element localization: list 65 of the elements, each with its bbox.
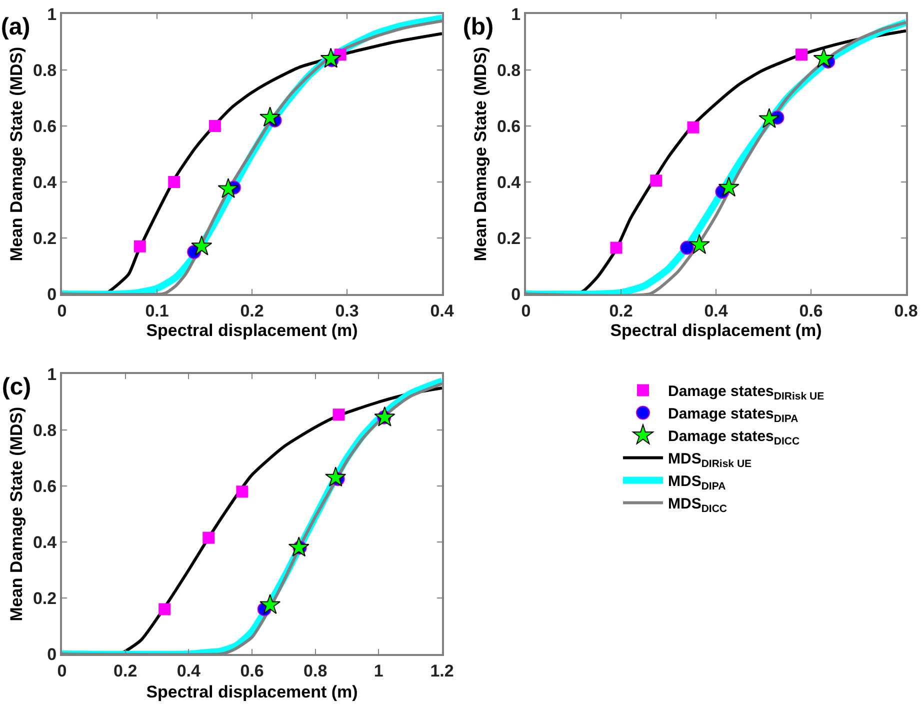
x-tick-label: 1.2	[430, 661, 454, 680]
point	[650, 174, 662, 187]
x-tick-label: 0.8	[894, 301, 918, 320]
y-axis-title: Mean Damage State (MDS)	[7, 406, 26, 622]
chart-title: (c)	[2, 373, 32, 400]
y-tick-label: 0.6	[32, 476, 57, 496]
point	[374, 406, 396, 426]
point	[260, 594, 281, 614]
y-tick-label: 0	[511, 284, 521, 304]
y-tick-label: 0.6	[496, 116, 521, 136]
chart-title: (a)	[0, 13, 30, 40]
point	[191, 235, 212, 256]
x-tick-label: 0.2	[609, 301, 633, 320]
point	[332, 408, 345, 421]
point	[758, 108, 780, 128]
x-tick-label: 1	[374, 661, 384, 680]
chart-title: (b)	[462, 13, 494, 40]
y-tick-label: 0.8	[496, 60, 521, 80]
y-tick-label: 1	[47, 364, 57, 384]
point	[208, 120, 221, 132]
point	[236, 486, 248, 498]
x-tick-label: 0.4	[704, 301, 728, 320]
point	[218, 178, 239, 198]
x-axis-title: Spectral displacement (m)	[146, 321, 358, 340]
y-axis-title: Mean Damage State (MDS)	[7, 46, 26, 262]
x-tick-label: 0.4	[176, 661, 202, 680]
point	[325, 466, 346, 487]
x-tick-label: 0.2	[114, 661, 138, 680]
point	[202, 532, 215, 544]
y-tick-label: 0.8	[32, 420, 57, 440]
point	[680, 240, 694, 255]
x-tick-label: 0.6	[240, 661, 264, 680]
x-axis-title: Spectral displacement (m)	[146, 682, 358, 702]
x-tick-label: 0.6	[799, 301, 823, 320]
y-tick-label: 0	[47, 284, 57, 304]
point	[288, 536, 310, 557]
point	[320, 48, 342, 68]
point	[718, 176, 740, 197]
point	[687, 121, 700, 134]
y-tick-label: 0	[47, 644, 57, 664]
y-tick-label: 0.2	[496, 228, 521, 248]
y-tick-label: 0.4	[32, 532, 58, 552]
y-tick-label: 0.2	[32, 588, 57, 608]
y-tick-label: 0.6	[32, 116, 57, 136]
y-axis-title: Mean Damage State (MDS)	[471, 46, 490, 262]
x-tick-label: 0.8	[304, 661, 328, 680]
point	[610, 242, 622, 254]
x-axis-title: Spectral displacement (m)	[610, 321, 822, 340]
x-tick-label: 0.2	[240, 301, 264, 320]
x-tick-label: 0.1	[145, 301, 169, 320]
y-tick-label: 0.8	[32, 60, 57, 80]
y-tick-label: 1	[47, 4, 57, 24]
point	[813, 48, 834, 68]
y-tick-label: 0.4	[32, 172, 58, 192]
point	[158, 603, 171, 616]
y-tick-label: 0.2	[32, 228, 57, 248]
point	[260, 106, 281, 127]
x-tick-label: 0.3	[335, 301, 359, 320]
point	[168, 176, 180, 188]
x-tick-label: 0.4	[430, 301, 454, 320]
point	[134, 240, 146, 252]
point	[796, 48, 808, 61]
y-tick-label: 0.4	[496, 172, 522, 192]
y-tick-label: 1	[511, 4, 521, 24]
point	[688, 234, 710, 254]
